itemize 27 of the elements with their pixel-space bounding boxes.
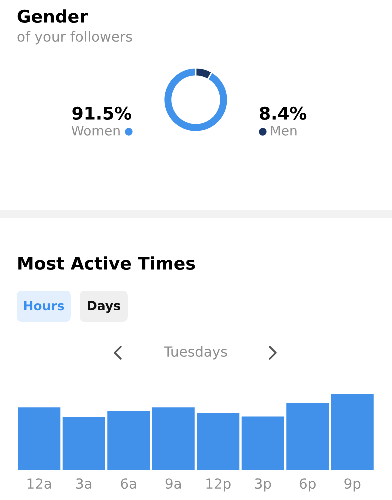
x-tick-label: 12a — [28, 478, 52, 490]
text: Hours — [24, 301, 64, 311]
text: Tuesdays — [164, 346, 228, 360]
x-tick-label: 6a — [121, 478, 136, 490]
x-tick-label: 9p — [344, 478, 361, 492]
bar — [286, 403, 330, 470]
x-tick-label: 3a — [76, 478, 92, 490]
bar — [331, 394, 374, 470]
x-tick-label: 3p — [255, 478, 272, 492]
bar — [197, 413, 240, 470]
bar — [108, 411, 150, 470]
data-label: 91.5% — [72, 106, 132, 120]
chart-title: Gender — [18, 10, 88, 24]
bar — [18, 408, 61, 470]
chart-title: Most Active Times — [18, 256, 196, 270]
x-tick-label: 9a — [166, 478, 182, 490]
donut-slice — [163, 67, 229, 133]
text: Days — [88, 301, 120, 314]
bar — [152, 408, 195, 470]
chart-subtitle: of your followers — [18, 31, 132, 45]
slice-label: Women — [72, 126, 120, 136]
bar — [62, 418, 106, 470]
bar — [242, 416, 284, 470]
data-label: 8.4% — [260, 106, 307, 120]
x-tick-label: 12p — [206, 478, 231, 492]
x-tick-label: 6p — [300, 478, 316, 492]
legend-label: Men — [271, 126, 297, 136]
